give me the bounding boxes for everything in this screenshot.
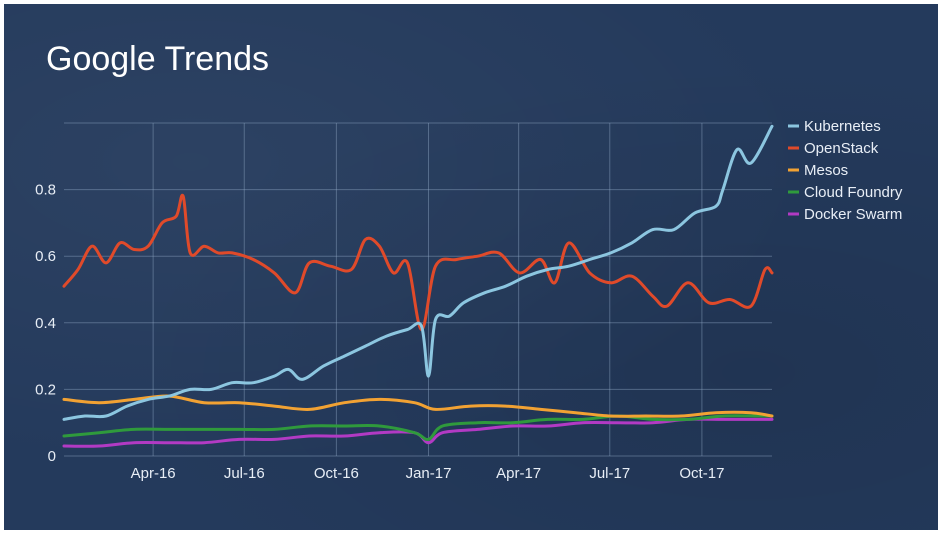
y-tick-label: 0.8 (35, 182, 56, 199)
legend-label-mesos: Mesos (804, 162, 848, 179)
x-tick-label: Jul-16 (224, 465, 265, 482)
y-tick-label: 0.2 (35, 381, 56, 398)
legend: Kubernetes OpenStack Mesos Cloud Foundry Doc… (788, 118, 903, 223)
x-tick-label: Jan-17 (406, 465, 452, 482)
series-line-cloud-foundry (62, 414, 774, 442)
x-tick-label: Oct-16 (314, 465, 359, 482)
legend-label-openstack: OpenStack (804, 140, 879, 157)
x-tick-label: Apr-17 (496, 465, 541, 482)
series-line-mesos (62, 394, 774, 418)
series-line-kubernetes (62, 124, 774, 421)
legend-label-docker-swarm: Docker Swarm (804, 206, 902, 223)
grid (64, 122, 772, 457)
x-tick-label: Oct-17 (679, 465, 724, 482)
series-line-openstack (62, 193, 774, 332)
x-tick-labels: Apr-16 Jul-16 Oct-16 Jan-17 Apr-17 Jul-17 Oct-… (131, 465, 725, 482)
y-tick-label: 0.4 (35, 315, 56, 332)
slide-title: Google Trends (46, 40, 270, 78)
x-tick-label: Apr-16 (131, 465, 176, 482)
y-tick-labels: 0 0.2 0.4 0.6 0.8 (35, 182, 56, 465)
legend-label-cloud-foundry: Cloud Foundry (804, 184, 903, 201)
series-line-docker-swarm (62, 417, 774, 448)
trends-chart: 00.20.40.60.8 Apr-16 Jul-16 Oct-16 Jan-17 Ap… (35, 118, 903, 482)
x-tick-label: Jul-17 (589, 465, 630, 482)
y-tick-label: 0 (48, 448, 56, 465)
series-lines (62, 124, 774, 448)
slide: Google Trends 0 0.2 0.4 0.6 0.8 Apr-16 Jul-16… (4, 4, 938, 530)
legend-label-kubernetes: Kubernetes (804, 118, 881, 135)
y-tick-label: 0.6 (35, 248, 56, 265)
